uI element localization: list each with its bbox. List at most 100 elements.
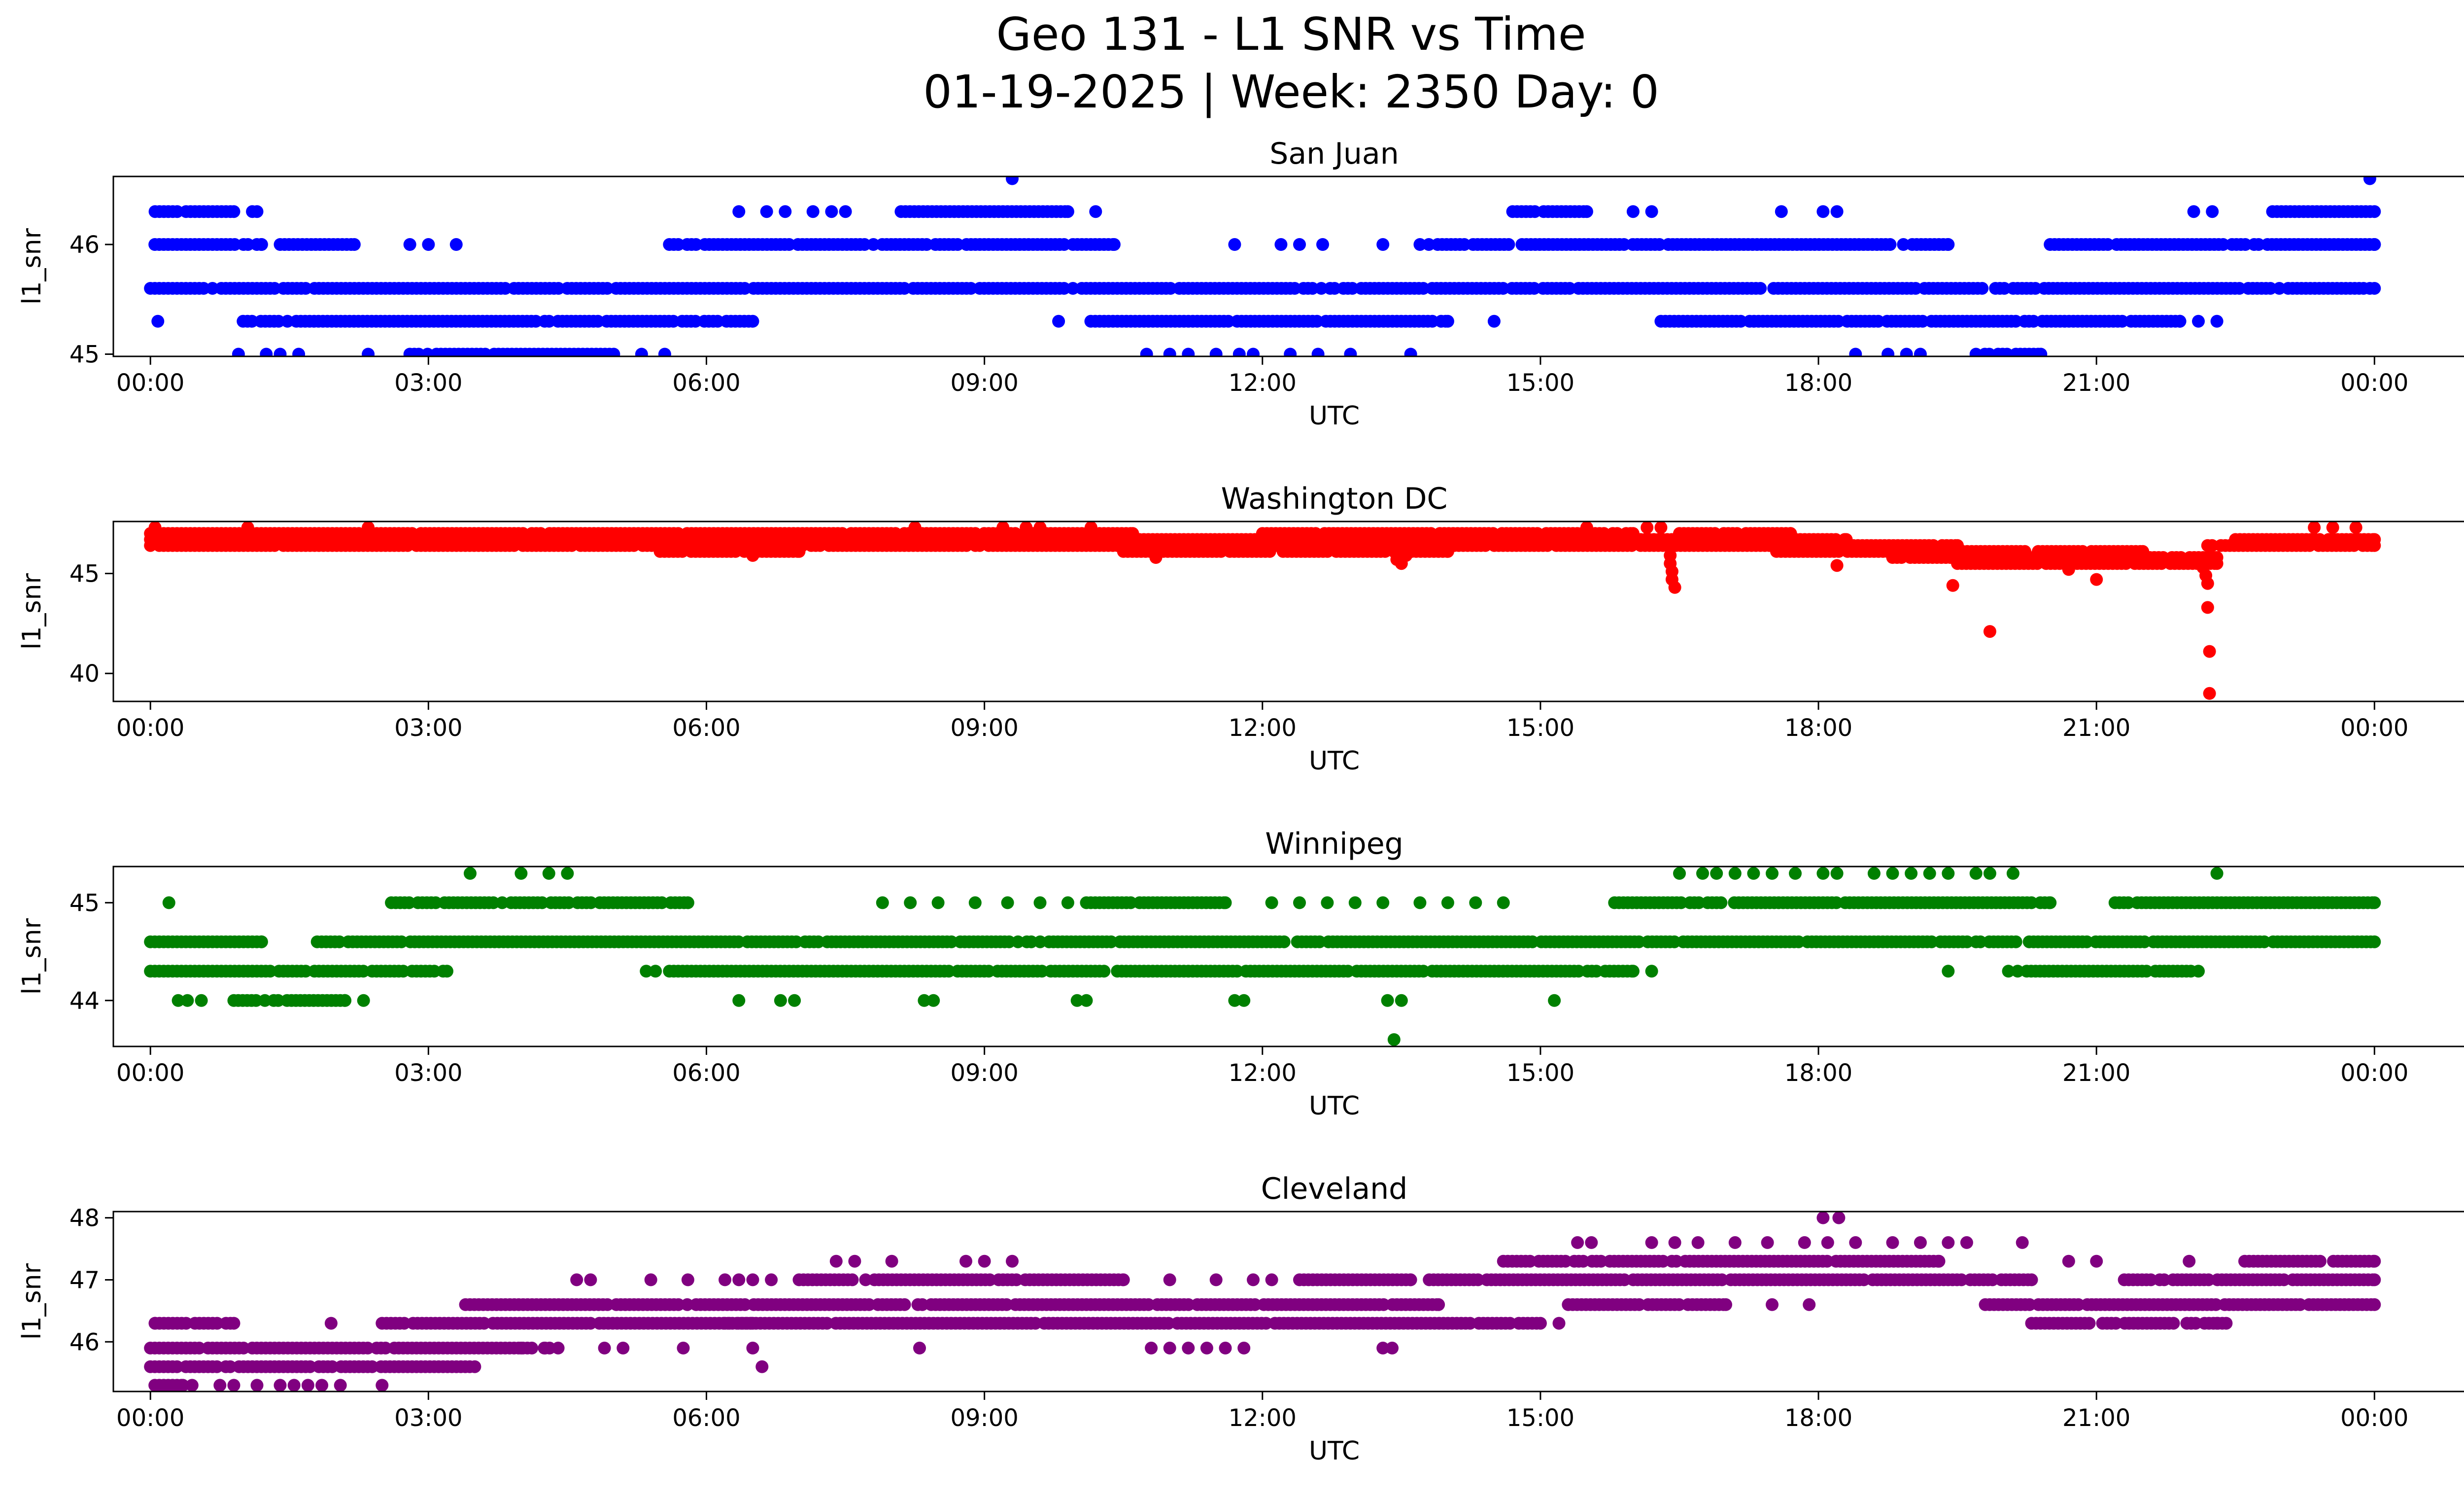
scatter-point xyxy=(1310,314,1324,328)
scatter-point xyxy=(1590,965,1603,978)
scatter-point xyxy=(983,1273,996,1286)
x-tick-label: 06:00 xyxy=(672,714,740,742)
scatter-point xyxy=(281,314,294,328)
scatter-point xyxy=(1714,896,1728,909)
scatter-point xyxy=(607,348,620,356)
scatter-point xyxy=(1219,896,1232,909)
scatter-point xyxy=(2062,563,2075,576)
scatter-point xyxy=(1316,238,1329,251)
scatter-point xyxy=(846,1273,859,1286)
scatter-point xyxy=(2349,522,2362,534)
scatter-point xyxy=(1654,522,1668,534)
scatter-point xyxy=(2368,1273,2381,1286)
scatter-point xyxy=(676,545,689,558)
scatter-point xyxy=(1960,935,1974,948)
scatter-point xyxy=(487,896,500,909)
scatter-point xyxy=(746,314,759,328)
scatter-series xyxy=(144,867,2381,1046)
scatter-band xyxy=(459,1298,2381,1311)
scatter-point xyxy=(2122,896,2135,909)
scatter-point xyxy=(1541,539,1554,552)
scatter-point xyxy=(1472,1273,1485,1286)
scatter-point xyxy=(357,965,370,978)
scatter-point xyxy=(601,1298,614,1311)
scatter-point xyxy=(1747,867,1760,880)
x-tick-label: 12:00 xyxy=(1229,369,1297,397)
y-axis-label: l1_snr xyxy=(17,573,47,650)
scatter-point xyxy=(904,896,917,909)
scatter-point xyxy=(1274,238,1288,251)
scatter-band xyxy=(227,994,352,1007)
scatter-point xyxy=(867,238,880,251)
scatter-point xyxy=(1378,545,1392,558)
scatter-point xyxy=(2209,1298,2223,1311)
scatter-point xyxy=(658,348,671,356)
x-tick-label: 03:00 xyxy=(394,369,462,397)
scatter-band xyxy=(144,935,2381,948)
scatter-point xyxy=(1754,282,1767,295)
scatter-point xyxy=(1265,896,1278,909)
scatter-point xyxy=(2187,205,2200,218)
scatter-point xyxy=(2277,1273,2291,1286)
scatter-point xyxy=(1526,935,1539,948)
scatter-point xyxy=(681,1298,694,1311)
scatter-point xyxy=(1775,205,1788,218)
scatter-point xyxy=(2140,965,2153,978)
scatter-point xyxy=(806,205,820,218)
scatter-point xyxy=(1089,205,1102,218)
scatter-point xyxy=(1710,867,1723,880)
scatter-point xyxy=(1033,935,1047,948)
scatter-series xyxy=(144,522,2381,700)
scatter-point xyxy=(403,896,416,909)
scatter-point xyxy=(2205,539,2219,552)
scatter-point xyxy=(2192,314,2205,328)
scatter-point xyxy=(1052,314,1065,328)
plot-frame xyxy=(112,521,2464,702)
scatter-point xyxy=(2363,176,2376,185)
scatter-point xyxy=(1905,867,1918,880)
scatter-point xyxy=(1867,867,1881,880)
scatter-point xyxy=(1670,1254,1683,1268)
plot-frame xyxy=(112,866,2464,1047)
scatter-point xyxy=(1033,522,1047,534)
scatter-point xyxy=(1080,994,1093,1007)
scatter-point xyxy=(1886,867,1899,880)
scatter-point xyxy=(2009,314,2022,328)
scatter-band xyxy=(653,545,2150,558)
scatter-point xyxy=(193,1341,206,1355)
scatter-point xyxy=(227,1317,240,1330)
scatter-point xyxy=(268,539,281,552)
scatter-point xyxy=(397,965,410,978)
scatter-point xyxy=(162,896,175,909)
scatter-point xyxy=(1832,545,1845,558)
scatter-point xyxy=(403,238,416,251)
scatter-point xyxy=(241,522,254,534)
scatter-point xyxy=(171,205,184,218)
scatter-point xyxy=(1058,282,1071,295)
scatter-point xyxy=(171,1360,184,1373)
scatter-point xyxy=(839,205,852,218)
scatter-point xyxy=(144,539,157,552)
scatter-point xyxy=(2173,314,2187,328)
scatter-point xyxy=(1983,867,1996,880)
subplot-title: Cleveland xyxy=(1261,1172,1407,1206)
scatter-point xyxy=(224,1360,237,1373)
scatter-point xyxy=(1594,1254,1608,1268)
scatter-point xyxy=(951,238,964,251)
x-tick-label: 12:00 xyxy=(1229,1059,1297,1087)
scatter-point xyxy=(2090,573,2103,586)
scatter-point xyxy=(964,282,978,295)
scatter-point xyxy=(1163,348,1176,356)
scatter-point xyxy=(1107,238,1121,251)
scatter-point xyxy=(1900,348,1913,356)
scatter-point xyxy=(1668,935,1681,948)
scatter-point xyxy=(672,1298,685,1311)
scatter-point xyxy=(1441,896,1454,909)
scatter-point xyxy=(1011,935,1025,948)
scatter-point xyxy=(1321,896,1334,909)
scatter-point xyxy=(2368,1254,2381,1268)
scatter-point xyxy=(1164,282,1177,295)
x-axis-ticks: 00:00 03:00 06:00 09:00 12:00 15:00 18:00 21:00… xyxy=(116,1046,2408,1087)
scatter-point xyxy=(299,282,312,295)
